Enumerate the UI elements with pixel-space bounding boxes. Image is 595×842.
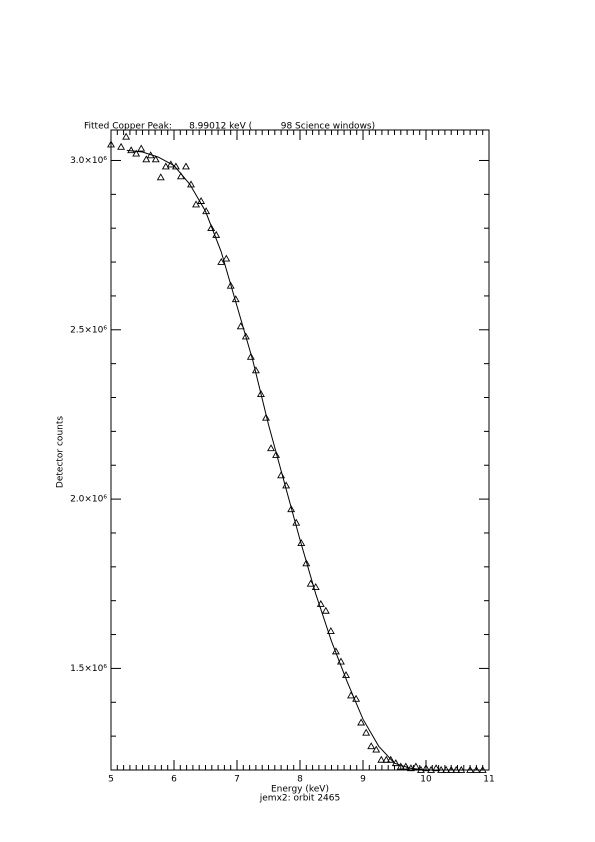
data-point — [132, 149, 141, 157]
data-point — [226, 281, 235, 289]
data-point — [321, 606, 330, 614]
data-point — [432, 764, 441, 772]
data-point — [367, 742, 376, 750]
y-tick-label: 2.5×10⁶ — [70, 325, 107, 335]
data-point — [287, 505, 296, 513]
data-point — [192, 200, 201, 208]
x-tick-label: 9 — [360, 775, 366, 785]
data-point — [151, 155, 160, 163]
data-point — [357, 718, 366, 726]
data-point — [117, 142, 126, 150]
data-point — [262, 413, 270, 421]
data-point — [372, 745, 381, 753]
data-point — [326, 627, 335, 635]
data-point — [156, 173, 165, 181]
x-tick-label: 5 — [108, 775, 114, 785]
data-point — [161, 162, 170, 170]
data-point — [267, 444, 275, 452]
data-point — [217, 257, 226, 265]
fit-line — [126, 149, 489, 771]
data-point — [256, 390, 265, 397]
data-point — [302, 559, 311, 567]
x-tick-label: 8 — [297, 775, 303, 785]
data-point — [362, 728, 371, 736]
y-tick-label: 1.5×10⁶ — [70, 664, 107, 674]
data-point — [142, 155, 151, 163]
x-tick-label: 6 — [171, 775, 177, 785]
data-point — [207, 224, 216, 232]
data-point — [246, 352, 255, 360]
data-point — [377, 755, 386, 763]
data-point — [422, 764, 430, 772]
x-tick-label: 7 — [234, 775, 240, 785]
data-point — [127, 146, 136, 154]
data-point — [166, 160, 175, 168]
x-tick-label: 10 — [420, 775, 432, 785]
y-axis-label: Detector counts — [56, 416, 66, 488]
x-tick-label: 11 — [483, 775, 494, 785]
data-point — [137, 144, 146, 152]
data-point — [222, 254, 231, 262]
data-point — [181, 162, 190, 170]
chart-title: Fitted Copper Peak: 8.99012 keV ( 98 Sci… — [84, 122, 375, 132]
x-axis-label: Energy (keV) — [271, 785, 329, 795]
data-point — [272, 450, 281, 458]
y-tick-label: 3.0×10⁶ — [70, 156, 107, 166]
data-point — [107, 140, 115, 148]
data-point — [386, 755, 395, 763]
y-tick-label: 2.0×10⁶ — [70, 495, 107, 505]
data-point — [382, 755, 391, 763]
subtitle: jemx2: orbit 2465 — [259, 794, 340, 804]
data-point — [241, 332, 250, 340]
data-point — [122, 132, 131, 140]
